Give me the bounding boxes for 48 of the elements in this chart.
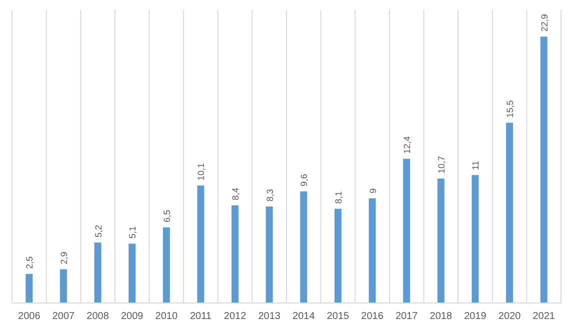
data-label: 6,5	[162, 210, 172, 222]
x-tick-label: 2011	[190, 311, 212, 322]
data-label: 2,9	[58, 252, 69, 264]
bar	[300, 191, 308, 303]
bar	[60, 269, 67, 303]
x-tick-label: 2015	[326, 311, 350, 322]
x-tick-label: 2013	[258, 311, 281, 322]
x-tick-label: 2012	[224, 311, 247, 322]
bar	[403, 158, 410, 303]
bar	[162, 227, 170, 303]
x-tick-label: 2018	[430, 311, 452, 322]
data-label: 9,6	[299, 174, 310, 186]
bar	[472, 175, 479, 303]
data-label: 5,2	[93, 225, 104, 238]
bar	[334, 208, 342, 303]
bar	[506, 122, 514, 303]
data-label: 10,1	[196, 162, 206, 181]
data-label: 8,4	[230, 188, 241, 200]
data-label: 22,9	[539, 14, 550, 32]
data-label: 8,1	[333, 191, 344, 204]
x-tick-label: 2009	[120, 311, 144, 322]
x-tick-label: 2006	[18, 311, 41, 322]
bar	[266, 206, 273, 303]
bar	[197, 186, 204, 303]
x-tick-label: 2020	[498, 311, 522, 322]
data-label: 5,1	[128, 226, 138, 239]
data-label: 10,7	[436, 156, 446, 174]
bar	[540, 36, 548, 303]
data-label: 2,5	[24, 256, 35, 269]
x-tick-label: 2019	[464, 311, 487, 322]
bar	[368, 198, 376, 303]
x-tick-label: 2014	[292, 311, 316, 322]
data-label: 15,5	[505, 100, 516, 118]
bar	[94, 242, 102, 303]
bar	[26, 274, 33, 303]
x-tick-label: 2007	[52, 311, 76, 322]
x-tick-label: 2016	[361, 311, 384, 322]
bar	[437, 178, 444, 303]
x-tick-label: 2017	[395, 311, 418, 322]
x-tick-label: 2008	[86, 311, 110, 322]
bar	[128, 244, 136, 303]
data-label: 9	[368, 188, 378, 194]
data-label: 8,3	[264, 188, 275, 202]
data-label: 11	[470, 160, 481, 170]
x-tick-label: 2021	[532, 311, 556, 322]
x-tick-label: 2010	[155, 311, 178, 322]
bar	[232, 205, 239, 303]
data-label: 12,4	[402, 136, 412, 154]
